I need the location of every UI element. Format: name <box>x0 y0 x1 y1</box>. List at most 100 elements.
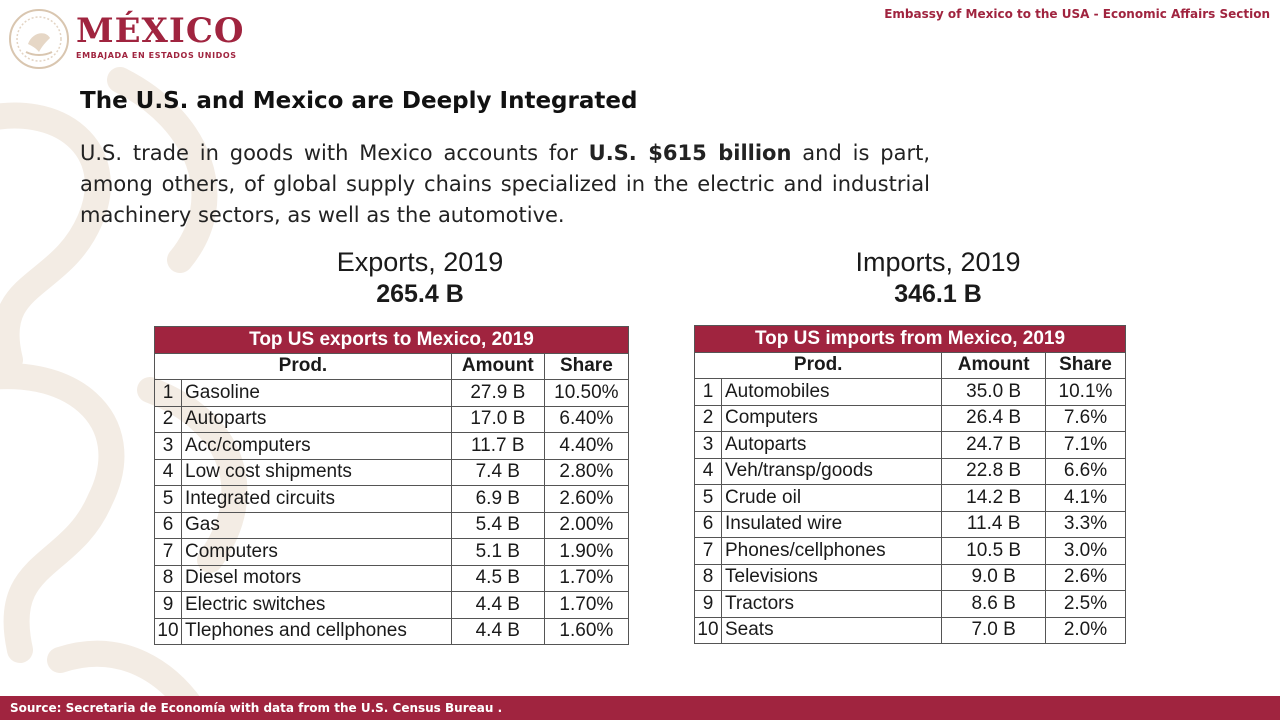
table-row: 7 Phones/cellphones 10.5 B 3.0% <box>694 537 1127 565</box>
share-cell: 1.60% <box>543 617 630 645</box>
brand-name: MÉXICO <box>76 11 245 51</box>
rank-cell: 3 <box>694 431 722 459</box>
amount-cell: 35.0 B <box>941 378 1046 406</box>
table-row: 9 Electric switches 4.4 B 1.70% <box>154 591 630 619</box>
share-cell: 10.50% <box>543 379 630 407</box>
column-header-share: Share <box>543 352 630 380</box>
rank-cell: 4 <box>694 457 722 485</box>
rank-cell: 9 <box>154 591 182 619</box>
share-cell: 7.1% <box>1044 431 1127 459</box>
slide-title: The U.S. and Mexico are Deeply Integrate… <box>80 88 638 114</box>
rank-cell: 7 <box>154 538 182 566</box>
share-cell: 6.40% <box>543 405 630 433</box>
share-cell: 7.6% <box>1044 404 1127 432</box>
product-cell: Low cost shipments <box>181 458 452 486</box>
product-cell: Integrated circuits <box>181 485 452 513</box>
table-row: 4 Veh/transp/goods 22.8 B 6.6% <box>694 457 1127 485</box>
amount-cell: 4.4 B <box>450 591 545 619</box>
imports-table-caption-row: Top US imports from Mexico, 2019 <box>694 325 1126 353</box>
rank-cell: 8 <box>694 563 722 591</box>
share-cell: 1.90% <box>543 538 630 566</box>
table-row: 1 Automobiles 35.0 B 10.1% <box>694 378 1127 406</box>
table-row: 6 Gas 5.4 B 2.00% <box>154 511 630 539</box>
amount-cell: 10.5 B <box>941 537 1046 565</box>
product-cell: Tlephones and cellphones <box>181 617 452 645</box>
table-row: 8 Diesel motors 4.5 B 1.70% <box>154 564 630 592</box>
eagle-seal-icon <box>9 9 69 69</box>
column-header-share: Share <box>1044 351 1127 379</box>
intro-highlight: U.S. $615 billion <box>588 141 792 165</box>
product-cell: Insulated wire <box>720 510 943 538</box>
table-row: 9 Tractors 8.6 B 2.5% <box>694 590 1127 618</box>
table-row: 6 Insulated wire 11.4 B 3.3% <box>694 510 1127 538</box>
table-row: 5 Integrated circuits 6.9 B 2.60% <box>154 485 630 513</box>
rank-cell: 5 <box>694 484 722 512</box>
column-header-product: Prod. <box>693 351 943 379</box>
brand-subtitle: EMBAJADA EN ESTADOS UNIDOS <box>76 51 237 60</box>
product-cell: Tractors <box>720 590 943 618</box>
share-cell: 2.0% <box>1044 616 1127 644</box>
share-cell: 6.6% <box>1044 457 1127 485</box>
share-cell: 1.70% <box>543 564 630 592</box>
table-row: 2 Autoparts 17.0 B 6.40% <box>154 405 630 433</box>
table-row: 10 Seats 7.0 B 2.0% <box>694 616 1127 644</box>
rank-cell: 10 <box>154 617 182 645</box>
amount-cell: 4.4 B <box>450 617 545 645</box>
share-cell: 3.0% <box>1044 537 1127 565</box>
product-cell: Automobiles <box>720 378 943 406</box>
exports-table-header: Prod. Amount Share <box>154 352 630 380</box>
table-row: 8 Televisions 9.0 B 2.6% <box>694 563 1127 591</box>
rank-cell: 10 <box>694 616 722 644</box>
amount-cell: 24.7 B <box>941 431 1046 459</box>
product-cell: Electric switches <box>181 591 452 619</box>
intro-paragraph: U.S. trade in goods with Mexico accounts… <box>80 138 930 231</box>
amount-cell: 17.0 B <box>450 405 545 433</box>
rank-cell: 2 <box>694 404 722 432</box>
share-cell: 2.00% <box>543 511 630 539</box>
amount-cell: 4.5 B <box>450 564 545 592</box>
table-row: 4 Low cost shipments 7.4 B 2.80% <box>154 458 630 486</box>
amount-cell: 9.0 B <box>941 563 1046 591</box>
amount-cell: 27.9 B <box>450 379 545 407</box>
amount-cell: 11.7 B <box>450 432 545 460</box>
exports-total: 265.4 B <box>376 280 464 308</box>
brand: MÉXICO EMBAJADA EN ESTADOS UNIDOS <box>76 12 245 60</box>
product-cell: Gasoline <box>181 379 452 407</box>
share-cell: 1.70% <box>543 591 630 619</box>
rank-cell: 6 <box>154 511 182 539</box>
exports-table: Top US exports to Mexico, 2019 Prod. Amo… <box>154 326 630 645</box>
amount-cell: 26.4 B <box>941 404 1046 432</box>
rank-cell: 2 <box>154 405 182 433</box>
rank-cell: 5 <box>154 485 182 513</box>
exports-table-title: Top US exports to Mexico, 2019 <box>154 326 629 354</box>
intro-text-end: and is part, among others, of global sup… <box>80 141 930 227</box>
product-cell: Diesel motors <box>181 564 452 592</box>
exports-period: Exports, 2019 <box>336 247 504 277</box>
product-cell: Computers <box>720 404 943 432</box>
amount-cell: 8.6 B <box>941 590 1046 618</box>
share-cell: 2.80% <box>543 458 630 486</box>
amount-cell: 6.9 B <box>450 485 545 513</box>
amount-cell: 5.1 B <box>450 538 545 566</box>
amount-cell: 22.8 B <box>941 457 1046 485</box>
imports-period: Imports, 2019 <box>855 247 1021 277</box>
product-cell: Computers <box>181 538 452 566</box>
embassy-label: Embassy of Mexico to the USA - Economic … <box>884 7 1270 21</box>
imports-total: 346.1 B <box>894 280 982 308</box>
product-cell: Veh/transp/goods <box>720 457 943 485</box>
rank-cell: 4 <box>154 458 182 486</box>
intro-text-start: U.S. trade in goods with Mexico accounts… <box>80 141 589 165</box>
table-row: 2 Computers 26.4 B 7.6% <box>694 404 1127 432</box>
product-cell: Crude oil <box>720 484 943 512</box>
table-row: 3 Autoparts 24.7 B 7.1% <box>694 431 1127 459</box>
amount-cell: 11.4 B <box>941 510 1046 538</box>
amount-cell: 7.4 B <box>450 458 545 486</box>
column-header-amount: Amount <box>450 352 545 380</box>
imports-table: Top US imports from Mexico, 2019 Prod. A… <box>693 325 1127 644</box>
product-cell: Autoparts <box>181 405 452 433</box>
table-row: 1 Gasoline 27.9 B 10.50% <box>154 379 630 407</box>
rank-cell: 7 <box>694 537 722 565</box>
amount-cell: 7.0 B <box>941 616 1046 644</box>
table-row: 10 Tlephones and cellphones 4.4 B 1.60% <box>154 617 630 645</box>
